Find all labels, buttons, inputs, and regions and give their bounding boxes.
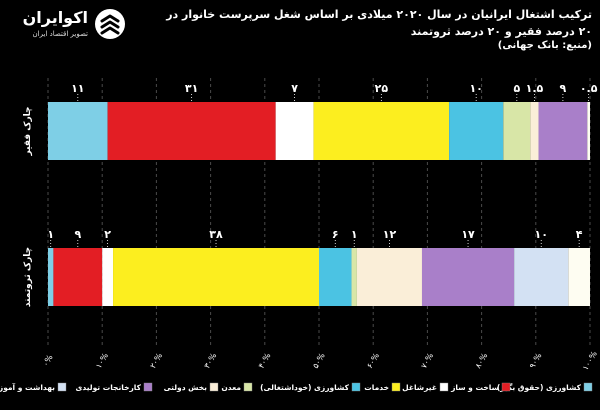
logo-name: اکوایران [22,8,88,27]
bar-segment [48,248,54,306]
legend-swatch [243,382,253,392]
data-label: ۲ [104,228,111,241]
legend-swatch [583,382,593,392]
legend-swatch [209,382,219,392]
data-label: ۶ [332,228,339,241]
data-label: ۱۱ [71,82,84,95]
x-tick-label: ۰% [41,353,55,368]
legend-label: معدن [221,383,241,392]
data-label: ۷ [291,82,298,95]
legend-label: خدمات [364,383,389,392]
legend-swatch [351,382,361,392]
x-tick-label: ۱۰% [94,351,110,370]
legend-label: بهداشت و آموزش [0,382,55,392]
data-label: ۲۵ [375,82,389,95]
bar-segment [107,102,276,160]
stacked-chevrons-logo-icon [95,9,125,39]
bar-segment [503,102,531,160]
bar-segment [313,102,450,160]
bar-segment [568,248,590,306]
legend-swatch [391,382,401,392]
legend-label: ساخت و ساز [450,383,499,392]
bar-segment [538,102,588,160]
x-tick-label: ۱۰۰% [581,349,599,372]
legend-swatch [143,382,153,392]
legend-label: کشاورزی (خوداشتغالی) [260,383,350,392]
bar-segment [530,102,539,160]
x-tick-label: ۸۰% [473,351,489,370]
bar-segment [514,248,569,306]
logo-tagline: تصویر اقتصاد ایران [32,30,88,38]
data-label: ۵ [513,82,520,95]
data-label: ۱۰ [535,228,548,241]
x-tick-label: ۴۰% [257,351,273,370]
bar-segment [113,248,319,306]
legend-label: کارخانجات تولیدی [75,383,141,392]
data-label: ۱ [351,228,358,241]
bar-segment [356,248,422,306]
x-tick-label: ۷۰% [419,351,435,370]
bar-segment [421,248,515,306]
data-label: ۳۱ [185,82,198,95]
bar-segment [319,248,352,306]
data-label: ۱۲ [383,228,397,241]
data-label: ۱.۵ [526,82,544,95]
legend-swatch [57,382,67,392]
bar-segment [48,102,108,160]
data-label: ۰.۵ [580,82,598,95]
x-tick-label: ۹۰% [528,351,544,370]
bar-segment [102,248,114,306]
x-tick-label: ۵۰% [311,351,327,370]
bar-segment [449,102,504,160]
data-label: ۹ [560,82,567,95]
data-label: ۱ [47,228,54,241]
chart-subtitle: (منبع: بانک جهانی) [497,40,592,51]
x-tick-label: ۳۰% [202,351,218,370]
data-label: ۳۸ [209,228,223,241]
logo: اکوایران تصویر اقتصاد ایران [8,6,130,46]
legend-swatch [439,382,449,392]
chart-title: ترکیب اشتغال ایرانیان در سال ۲۰۲۰ میلادی… [166,8,592,38]
data-label: ۱۰ [469,82,482,95]
legend-swatch [501,382,511,392]
category-label: چارک ثروتمند [23,247,33,307]
data-label: ۹ [74,228,81,241]
legend-label: کشاورزی (حقوق بگیر) [497,383,582,392]
legend-label: بخش دولتی [164,383,208,392]
data-label: ۱۷ [461,228,475,241]
bar-segment [587,102,590,160]
data-label: ۴ [576,228,583,241]
x-tick-label: ۶۰% [365,351,381,370]
bar-segment [351,248,357,306]
x-tick-label: ۲۰% [148,351,164,370]
bar-segment [275,102,314,160]
bar-segment [53,248,103,306]
category-label: چارک فقیر [23,106,33,156]
legend-label: غیرشاغل [402,383,437,392]
